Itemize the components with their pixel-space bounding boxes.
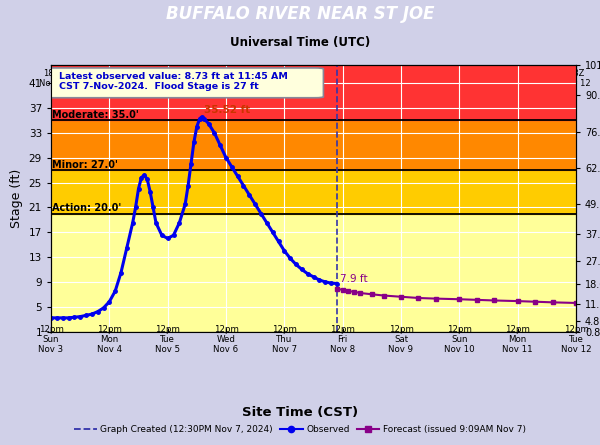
- Text: Action: 20.0': Action: 20.0': [52, 203, 121, 213]
- Bar: [51, 65, 576, 121]
- Legend: Graph Created (12:30PM Nov 7, 2024), Observed, Forecast (issued 9:09AM Nov 7): Graph Created (12:30PM Nov 7, 2024), Obs…: [70, 422, 530, 438]
- Text: Site Time (CST): Site Time (CST): [242, 406, 358, 420]
- Text: Minor: 27.0': Minor: 27.0': [52, 160, 118, 170]
- Bar: [51, 121, 576, 170]
- Text: 35.52 ft: 35.52 ft: [205, 105, 251, 115]
- Text: Moderate: 35.0': Moderate: 35.0': [52, 110, 139, 120]
- Y-axis label: Stage (ft): Stage (ft): [10, 168, 23, 228]
- Text: 7.9 ft: 7.9 ft: [340, 275, 368, 284]
- Bar: [51, 170, 576, 214]
- Bar: [51, 214, 576, 332]
- Text: Latest observed value: 8.73 ft at 11:45 AM: Latest observed value: 8.73 ft at 11:45 …: [59, 72, 288, 81]
- Text: Universal Time (UTC): Universal Time (UTC): [230, 36, 370, 49]
- FancyBboxPatch shape: [43, 68, 323, 98]
- Text: BUFFALO RIVER NEAR ST JOE: BUFFALO RIVER NEAR ST JOE: [166, 5, 434, 24]
- Text: CST 7-Nov-2024.  Flood Stage is 27 ft: CST 7-Nov-2024. Flood Stage is 27 ft: [59, 82, 259, 91]
